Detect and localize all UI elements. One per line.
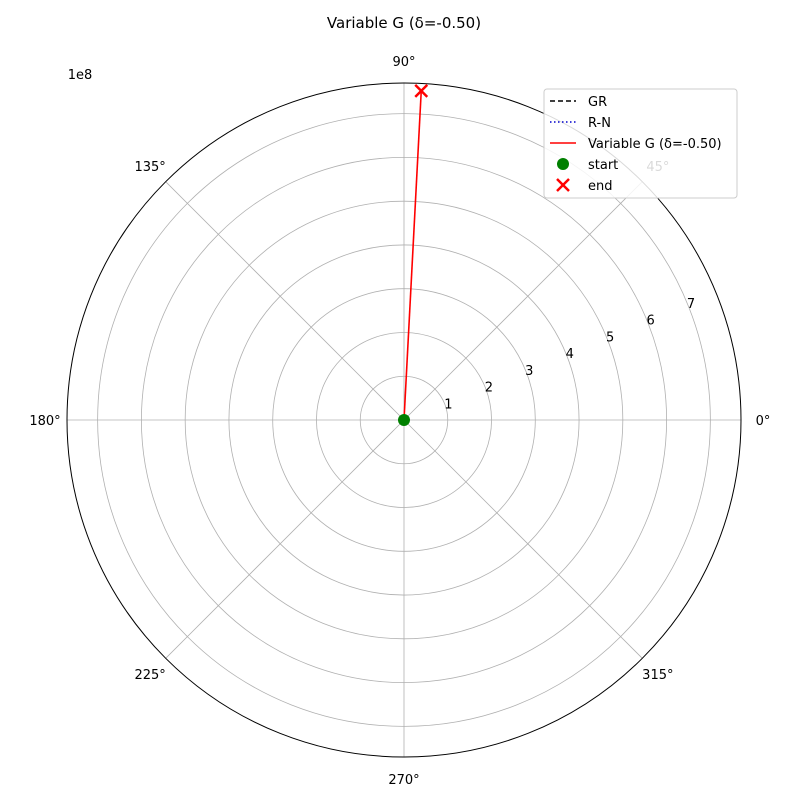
legend-handle-circle <box>557 158 569 170</box>
legend-entry: start <box>557 158 618 173</box>
angular-gridline-225 <box>165 419 405 659</box>
legend-box <box>543 88 738 199</box>
chart-title: Variable G (δ=-0.50) <box>327 14 481 32</box>
series-layer <box>398 84 429 426</box>
radial-tick-label: 7 <box>687 297 695 312</box>
legend-label: end <box>588 179 613 194</box>
legend-entry: GR <box>550 95 607 110</box>
angular-tick-label: 135° <box>134 160 165 175</box>
angular-tick-label: 315° <box>642 668 673 683</box>
polar-frame <box>66 82 742 758</box>
angular-gridline-315 <box>403 419 643 659</box>
legend-handle-x <box>556 178 570 192</box>
radial-tick-label: 3 <box>525 364 533 379</box>
angular-tick-label: 225° <box>134 668 165 683</box>
angular-gridline-135 <box>165 181 405 421</box>
legend-label: R-N <box>588 116 611 131</box>
legend-entry: end <box>556 178 613 194</box>
radial-tick-label: 6 <box>646 314 654 329</box>
legend-entry: R-N <box>550 116 611 131</box>
radial-tick-label: 1 <box>444 397 452 412</box>
angular-gridline-45 <box>403 181 643 421</box>
angular-tick-label: 0° <box>756 414 771 429</box>
angular-tick-label: 180° <box>29 414 60 429</box>
legend-entry: Variable G (δ=-0.50) <box>550 137 722 152</box>
start-marker <box>398 414 410 426</box>
radial-tick-label: 5 <box>606 330 614 345</box>
angular-tick-label: 270° <box>388 773 419 788</box>
radial-tick-label: 2 <box>485 381 493 396</box>
radial-tick-label: 4 <box>566 347 574 362</box>
legend: GR R-N Variable G (δ=-0.50) start end <box>543 88 738 199</box>
angular-tick-label: 90° <box>392 55 415 70</box>
end-marker <box>414 84 429 98</box>
radial-offset-label: 1e8 <box>68 68 93 83</box>
legend-label: start <box>588 158 618 173</box>
legend-label: GR <box>588 95 607 110</box>
legend-label: Variable G (δ=-0.50) <box>588 137 722 152</box>
grid-layer <box>66 82 742 758</box>
series-line-variable-g <box>403 90 423 421</box>
